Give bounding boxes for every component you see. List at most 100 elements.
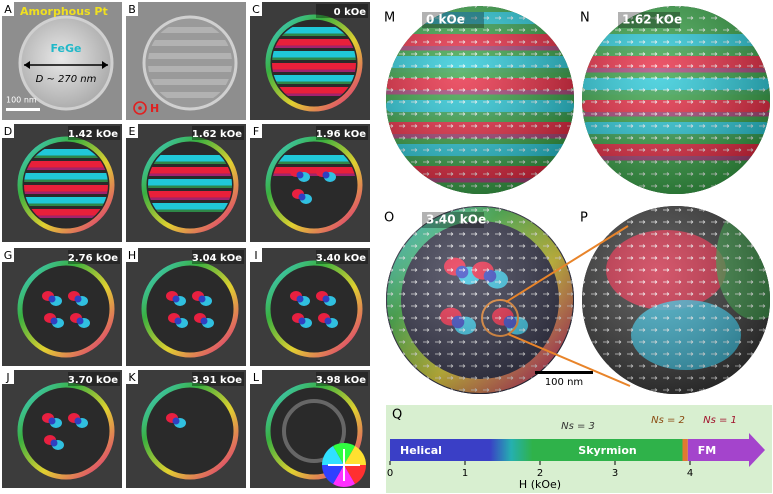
color-wheel-sector [344,465,366,485]
skyrmion-blue [172,295,180,303]
letter-bg [2,248,14,262]
field-bg [316,250,368,264]
disc [18,15,114,111]
texture [42,291,90,328]
field-symbol [133,101,147,115]
panel-letter: J [5,371,9,384]
panel-letter: C [252,3,260,16]
panel: 3.70 kOe J [2,370,122,488]
phase-name: Helical [400,444,442,457]
letter-bg [250,2,262,16]
phase-name: FM [698,444,716,457]
field-label: 3.98 kOe [316,375,366,386]
stripe-edge [24,155,108,158]
stripe-edge [272,57,356,60]
field-bg [316,4,368,18]
panel-letter: N [580,11,590,26]
stripe-edge [272,173,356,176]
panel-letter: D [4,125,12,138]
ring [141,382,239,480]
stripe [24,185,108,192]
color-wheel-sector [344,445,366,465]
texture [148,155,232,212]
x-axis-label: H (kOe) [519,478,561,491]
field-label: 0 kOe [334,7,367,18]
big-panel: P [580,206,770,394]
stripe-edge [24,215,108,218]
letter-bg [2,370,14,384]
panel-letter: L [253,371,260,384]
panel-letter: G [4,249,13,262]
stripe [148,167,232,174]
stripe [272,27,356,34]
skyrmion-blue [198,295,206,303]
stripes [148,27,232,98]
stripe [272,167,356,174]
stripe-edge [148,185,232,188]
shading [582,206,770,394]
field-label: 1.96 kOe [316,129,366,140]
material-core: FeGe [50,42,81,55]
phase-name: Skyrmion [578,444,636,457]
field-bg [316,372,368,386]
scale-bar [535,371,593,374]
skyrmion-blue [322,171,330,179]
x-tick-label: 4 [687,468,693,479]
panel-letter: F [253,125,259,138]
field-dot [138,106,142,110]
faint-ring [282,399,346,463]
letter-bg [2,124,14,138]
stripe [272,39,356,46]
big-panel: O 3.40 kOe 100 nm [384,206,593,394]
skyrmion-blue [298,193,306,201]
faint-stripe [148,92,232,98]
phase-arrow [687,433,765,467]
letter-bg [2,2,14,16]
big-panel: N 1.62 kOe [580,6,770,194]
stripe [272,63,356,70]
field-label: 3.40 kOe [316,253,366,264]
stripe-edge [148,173,232,176]
shading [386,206,574,394]
ring [141,260,239,358]
skyrmion-number: Ns = 1 [703,415,737,426]
field-bg [192,126,244,140]
stripe [272,75,356,82]
panel-letter: A [4,3,12,16]
color-wheel-sector [322,465,344,485]
skyrmion-blue [296,295,304,303]
panel-letter: E [129,125,136,138]
faint-stripe [148,53,232,59]
panel: 0 kOe C [250,2,370,120]
letter-bg [250,248,262,262]
skyrmion-blue [200,317,208,325]
texture [166,413,186,428]
skyrmion-blue [172,417,180,425]
stripe-edge [148,209,232,212]
color-wheel-arrows [328,449,360,481]
panel: Amorphous Pt FeGe D ~ 270 nm 100 nm A [2,2,122,120]
stripe [148,191,232,198]
field-label: 1.42 kOe [68,129,118,140]
panel: 1.42 kOe D [2,124,122,242]
scale-bar-label: 100 nm [545,377,583,388]
panel: 3.91 kOe K [126,370,246,488]
stripe [24,197,108,204]
phase-band [532,439,683,461]
panel-letter: I [254,249,257,262]
panel: 3.04 kOe H [126,248,246,366]
panel-letter: K [128,371,136,384]
panel-letter: M [384,11,395,26]
shading [386,6,574,194]
panel-letter: P [580,211,588,226]
transition-band [682,439,688,461]
stripe [272,155,356,162]
skyrmion-blue [76,317,84,325]
stripe-edge [272,33,356,36]
panel-letter: Q [392,408,402,423]
stripe [24,149,108,156]
faint-stripe [148,79,232,85]
field-label: 3.04 kOe [192,253,242,264]
stripe [148,179,232,186]
letter-bg [126,2,138,16]
